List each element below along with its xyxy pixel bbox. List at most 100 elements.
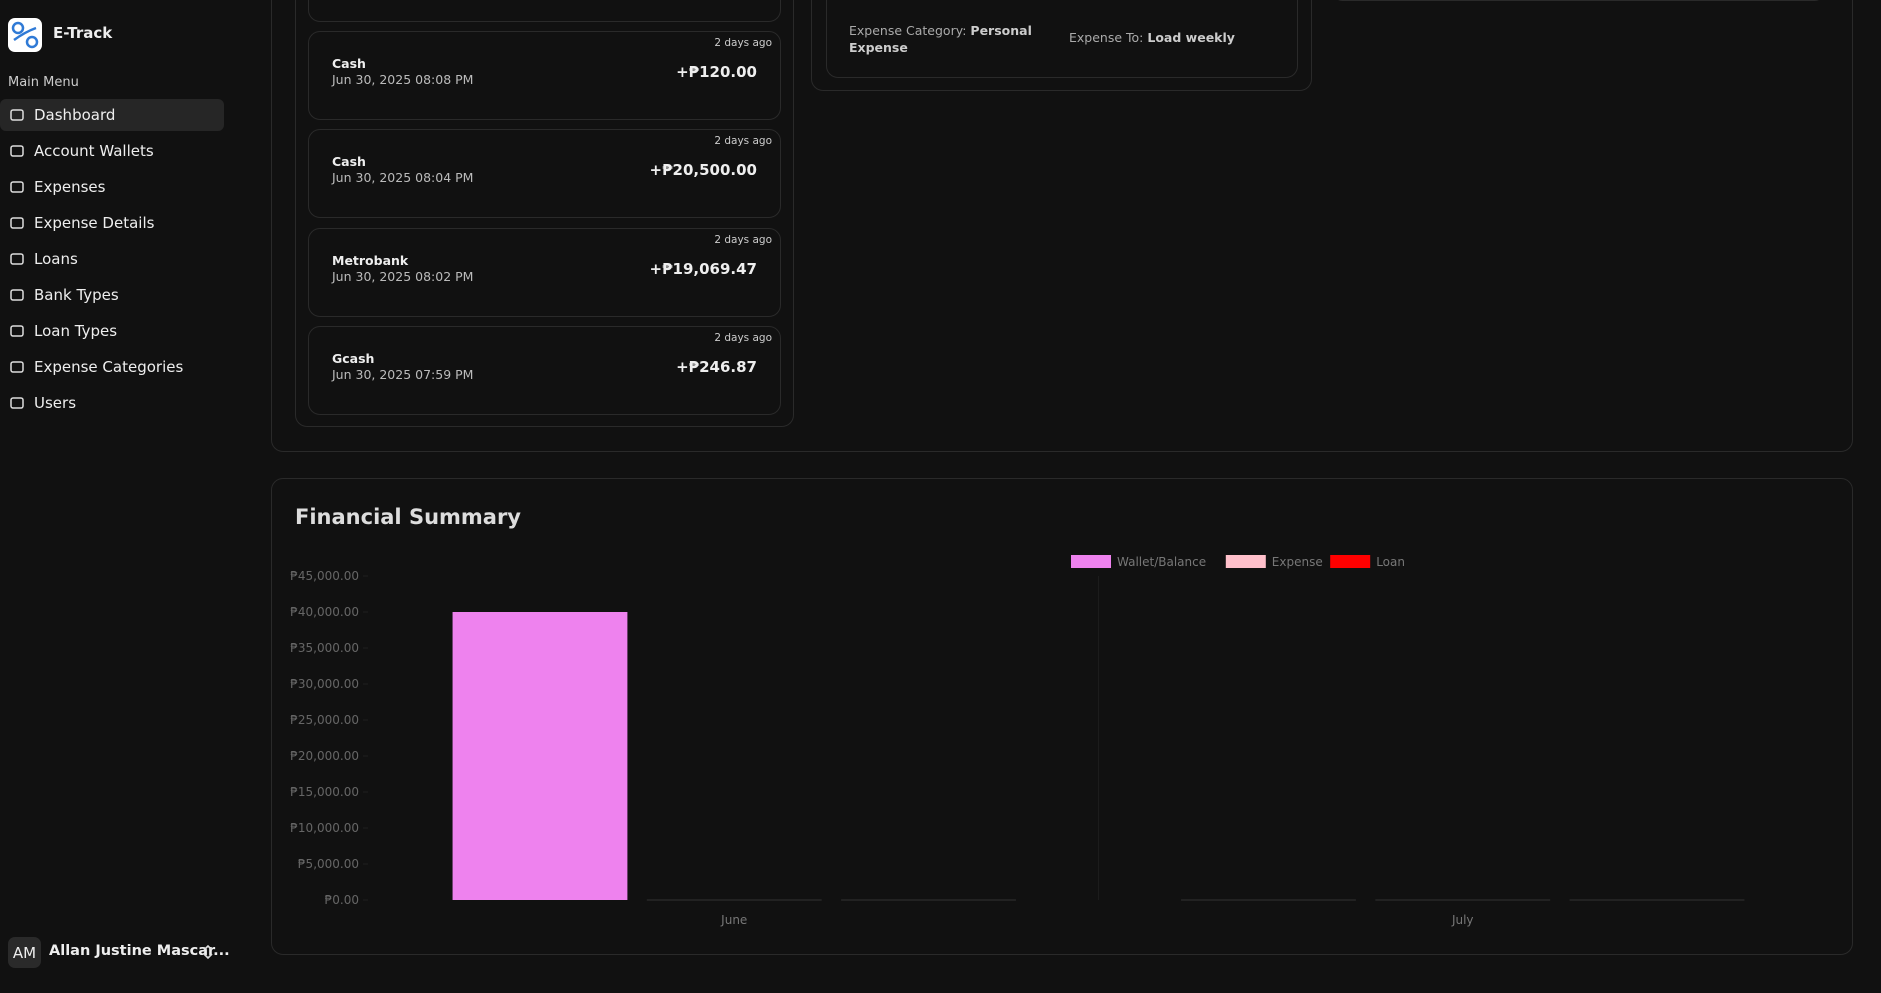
label: Expense To: <box>1069 30 1144 45</box>
transactions-container <box>295 0 794 427</box>
menu-text: Account Wallets <box>34 142 154 160</box>
expense-category: Expense Category: Personal Expense <box>849 22 1039 56</box>
menu-icon <box>10 217 24 229</box>
icon-shape <box>10 109 24 121</box>
age: 2 days ago <box>714 233 772 246</box>
menu-item[interactable]: Bank Types <box>0 279 224 311</box>
y-tick-label: ₱0.00 <box>325 893 359 907</box>
menu-icon <box>10 109 24 121</box>
side-panel <box>1332 0 1825 1</box>
y-tick-label: ₱15,000.00 <box>290 785 359 799</box>
y-tick-label: ₱35,000.00 <box>290 641 359 655</box>
x-tick-label: July <box>1451 913 1474 927</box>
wallet: Gcash <box>332 351 375 367</box>
menu-icon <box>10 181 24 193</box>
menu-item[interactable]: Loans <box>0 243 224 275</box>
recent-panel <box>271 0 1853 452</box>
menu-text: Bank Types <box>34 286 119 304</box>
menu-icon <box>10 325 24 337</box>
transaction-card: 2 days ago Cash Jun 30, 2025 08:04 PM +₱20,… <box>308 129 781 219</box>
expense-to: Expense To: Load weekly <box>1069 30 1235 45</box>
date: Jun 30, 2025 08:02 PM <box>332 268 474 284</box>
user-menu-toggle[interactable] <box>202 944 214 960</box>
icon-shape <box>10 145 24 157</box>
x-tick-label: June <box>720 913 747 927</box>
transaction-card <box>308 0 781 22</box>
menu-item[interactable]: Loan Types <box>0 315 224 347</box>
app-name: E-Track <box>53 24 113 42</box>
menu-item[interactable]: Expenses <box>0 171 224 203</box>
logo <box>8 18 42 52</box>
label: Expense Category: <box>849 23 967 38</box>
icon-shape <box>10 217 24 229</box>
icon-shape <box>10 397 24 409</box>
amount: +₱246.87 <box>676 358 757 377</box>
icon-shape <box>10 181 24 193</box>
avatar[interactable]: AM <box>8 937 41 968</box>
legend-label[interactable]: Loan <box>1376 555 1405 569</box>
y-tick-label: ₱40,000.00 <box>290 605 359 619</box>
transaction-card: 2 days ago Metrobank Jun 30, 2025 08:02 PM… <box>308 227 781 317</box>
menu-label: Main Menu <box>8 75 79 90</box>
icon-shape <box>10 253 24 265</box>
icon-shape <box>10 289 24 301</box>
menu-item[interactable]: Expense Details <box>0 207 224 239</box>
menu-text: Loan Types <box>34 322 118 340</box>
menu-text: Expense Categories <box>34 358 184 376</box>
amount: +₱120.00 <box>676 63 757 81</box>
legend-swatch[interactable] <box>1330 555 1371 568</box>
menu-text: Loans <box>34 250 78 268</box>
y-tick-label: ₱45,000.00 <box>290 569 359 583</box>
legend-label[interactable]: Wallet/Balance <box>1117 555 1206 569</box>
age: 2 days ago <box>714 37 772 49</box>
menu-item[interactable]: Users <box>0 387 224 419</box>
menu-item[interactable]: Expense Categories <box>0 351 224 383</box>
menu-item[interactable]: Dashboard <box>0 99 224 131</box>
wallet: Metrobank <box>332 252 409 268</box>
section-title: Financial Summary <box>295 505 521 529</box>
menu-icon <box>10 361 24 373</box>
menu-icon <box>10 289 24 301</box>
chart: ₱0.00 ₱5,000.00 ₱10,000.00 ₱15,000.00 ₱20,00… <box>290 555 1745 927</box>
expense-panel <box>811 0 1312 91</box>
date: Jun 30, 2025 07:59 PM <box>332 367 474 383</box>
y-tick-label: ₱30,000.00 <box>290 677 359 691</box>
date: Jun 30, 2025 08:04 PM <box>332 170 474 186</box>
bar <box>452 612 628 900</box>
expense-card: Expense Category: Personal Expense Expen… <box>826 0 1298 78</box>
y-tick-label: ₱5,000.00 <box>298 857 359 871</box>
financial-summary-card: Financial Summary <box>271 478 1853 955</box>
legend-swatch[interactable] <box>1225 555 1266 568</box>
y-tick-label: ₱10,000.00 <box>290 821 359 835</box>
amount: +₱20,500.00 <box>649 161 757 180</box>
date: Jun 30, 2025 08:08 PM <box>332 72 474 87</box>
value: Personal Expense <box>849 23 1032 55</box>
transaction-card: 2 days ago Gcash Jun 30, 2025 07:59 PM +₱24… <box>308 326 781 416</box>
menu-icon <box>10 397 24 409</box>
legend-label[interactable]: Expense <box>1272 555 1323 569</box>
transaction-card: 2 days ago Cash Jun 30, 2025 08:08 PM +₱120… <box>308 31 781 120</box>
icon-shape <box>10 325 24 337</box>
amount: +₱19,069.47 <box>649 259 757 278</box>
wallet: Cash <box>332 56 366 71</box>
menu-text: Expense Details <box>34 214 155 232</box>
menu-text: Users <box>34 394 77 412</box>
age: 2 days ago <box>714 135 772 148</box>
menu-text: Expenses <box>34 178 106 196</box>
age: 2 days ago <box>714 332 772 345</box>
sidebar: E-Track Main Menu Dashboard Account Walle… <box>0 0 258 993</box>
menu-text: Dashboard <box>34 106 116 124</box>
icon-shape <box>10 361 24 373</box>
menu-icon <box>10 145 24 157</box>
value: Load weekly <box>1147 30 1235 45</box>
wallet: Cash <box>332 154 366 170</box>
legend-swatch[interactable] <box>1071 555 1111 568</box>
menu-item[interactable]: Account Wallets <box>0 135 224 167</box>
logo-icon <box>11 21 39 49</box>
y-tick-label: ₱25,000.00 <box>290 713 359 727</box>
y-tick-label: ₱20,000.00 <box>290 749 359 763</box>
user-name[interactable]: Allan Justine Mascar... <box>49 943 230 959</box>
menu-icon <box>10 253 24 265</box>
